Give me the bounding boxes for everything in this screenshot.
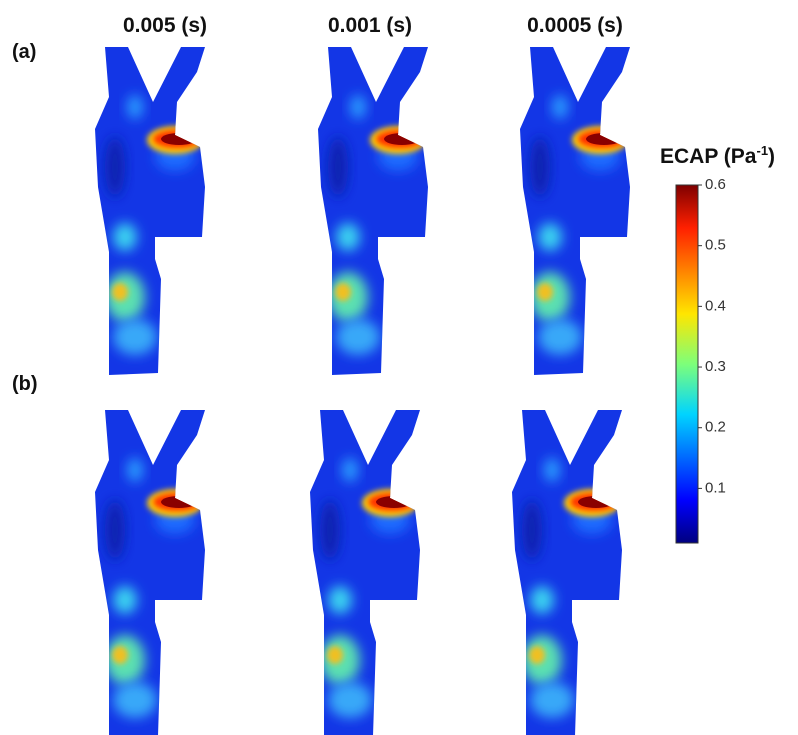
vessel-map [305, 405, 430, 735]
colorbar-title-sup: -1 [756, 143, 768, 158]
colorbar-title-end: ) [768, 145, 775, 168]
vessel-map [90, 42, 215, 382]
colorbar-tick-label: 0.4 [705, 297, 726, 314]
column-title: 0.001 (s) [328, 14, 412, 37]
column-title: 0.005 (s) [123, 14, 207, 37]
colorbar-title: ECAP (Pa-1) [660, 143, 775, 168]
vessel-map [90, 405, 215, 735]
row-label: (a) [12, 41, 36, 63]
colorbar-tick-label: 0.2 [705, 419, 726, 436]
colorbar-title-text: ECAP (Pa [660, 145, 757, 168]
colorbar-tick-label: 0.1 [705, 479, 726, 496]
vessel-map [313, 42, 438, 382]
column-title: 0.0005 (s) [527, 14, 623, 37]
colorbar-tick-label: 0.6 [705, 176, 726, 193]
vessel-map [515, 42, 640, 382]
row-label: (b) [12, 373, 38, 395]
colorbar-tick-label: 0.5 [705, 237, 726, 254]
figure: (a) (b) 0.005 (s) 0.001 (s) 0.0005 (s) E… [0, 0, 798, 735]
colorbar-tick-label: 0.3 [705, 358, 726, 375]
colorbar [676, 185, 698, 543]
vessel-map [507, 405, 632, 735]
